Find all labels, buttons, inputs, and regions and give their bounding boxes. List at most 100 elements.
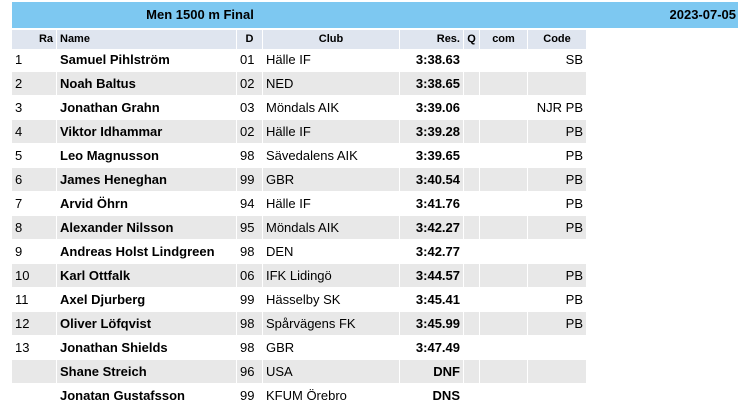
- athlete-name: Andreas Holst Lindgreen: [57, 240, 237, 264]
- comment: [480, 312, 528, 336]
- comment: [480, 264, 528, 288]
- code: [528, 336, 587, 360]
- athlete-name: Jonathan Grahn: [57, 96, 237, 120]
- result: 3:39.28: [400, 120, 464, 144]
- column-header: Res.: [400, 30, 464, 50]
- qualification: [464, 48, 480, 72]
- comment: [480, 240, 528, 264]
- birth-year: 94: [237, 192, 263, 216]
- athlete-name: Jonathan Shields: [57, 336, 237, 360]
- result: 3:44.57: [400, 264, 464, 288]
- rank: [12, 360, 57, 384]
- comment: [480, 192, 528, 216]
- code: SB: [528, 48, 587, 72]
- comment: [480, 216, 528, 240]
- birth-year: 02: [237, 72, 263, 96]
- result: 3:39.06: [400, 96, 464, 120]
- club: KFUM Örebro: [263, 384, 400, 408]
- athlete-name: James Heneghan: [57, 168, 237, 192]
- comment: [480, 120, 528, 144]
- comment: [480, 384, 528, 408]
- result: DNF: [400, 360, 464, 384]
- code: [528, 384, 587, 408]
- qualification: [464, 168, 480, 192]
- comment: [480, 360, 528, 384]
- comment: [480, 144, 528, 168]
- result: 3:38.63: [400, 48, 464, 72]
- birth-year: 98: [237, 240, 263, 264]
- column-header: Ra: [12, 30, 57, 50]
- athlete-name: Jonatan Gustafsson: [57, 384, 237, 408]
- qualification: [464, 288, 480, 312]
- qualification: [464, 216, 480, 240]
- result: 3:45.99: [400, 312, 464, 336]
- result: 3:41.76: [400, 192, 464, 216]
- athlete-name: Karl Ottfalk: [57, 264, 237, 288]
- code: [528, 240, 587, 264]
- comment: [480, 168, 528, 192]
- result: 3:47.49: [400, 336, 464, 360]
- code: PB: [528, 192, 587, 216]
- code: PB: [528, 144, 587, 168]
- code: PB: [528, 312, 587, 336]
- column-header: Q: [464, 30, 480, 50]
- result: 3:42.27: [400, 216, 464, 240]
- rank: 3: [12, 96, 57, 120]
- club: USA: [263, 360, 400, 384]
- rank: 8: [12, 216, 57, 240]
- athlete-name: Arvid Öhrn: [57, 192, 237, 216]
- birth-year: 99: [237, 168, 263, 192]
- comment: [480, 288, 528, 312]
- column-header: Code: [528, 30, 587, 50]
- athlete-name: Noah Baltus: [57, 72, 237, 96]
- result: 3:45.41: [400, 288, 464, 312]
- comment: [480, 96, 528, 120]
- rank: 5: [12, 144, 57, 168]
- code: PB: [528, 264, 587, 288]
- club: DEN: [263, 240, 400, 264]
- birth-year: 06: [237, 264, 263, 288]
- qualification: [464, 360, 480, 384]
- athlete-name: Samuel Pihlström: [57, 48, 237, 72]
- birth-year: 98: [237, 336, 263, 360]
- rank: [12, 384, 57, 408]
- rank: 2: [12, 72, 57, 96]
- rank: 4: [12, 120, 57, 144]
- athlete-name: Axel Djurberg: [57, 288, 237, 312]
- qualification: [464, 192, 480, 216]
- column-header: com: [480, 30, 528, 50]
- rank: 1: [12, 48, 57, 72]
- birth-year: 96: [237, 360, 263, 384]
- comment: [480, 336, 528, 360]
- athlete-name: Oliver Löfqvist: [57, 312, 237, 336]
- qualification: [464, 264, 480, 288]
- column-header: Name: [57, 30, 237, 50]
- result: 3:39.65: [400, 144, 464, 168]
- club: Möndals AIK: [263, 96, 400, 120]
- rank: 9: [12, 240, 57, 264]
- club: Hälle IF: [263, 192, 400, 216]
- rank: 12: [12, 312, 57, 336]
- club: Hälle IF: [263, 120, 400, 144]
- result: DNS: [400, 384, 464, 408]
- code: PB: [528, 216, 587, 240]
- rank: 6: [12, 168, 57, 192]
- code: [528, 72, 587, 96]
- club: Hässelby SK: [263, 288, 400, 312]
- result: 3:42.77: [400, 240, 464, 264]
- rank: 11: [12, 288, 57, 312]
- code: [528, 360, 587, 384]
- qualification: [464, 96, 480, 120]
- birth-year: 99: [237, 384, 263, 408]
- club: GBR: [263, 168, 400, 192]
- qualification: [464, 120, 480, 144]
- code: PB: [528, 168, 587, 192]
- rank: 7: [12, 192, 57, 216]
- club: Möndals AIK: [263, 216, 400, 240]
- club: Hälle IF: [263, 48, 400, 72]
- athlete-name: Viktor Idhammar: [57, 120, 237, 144]
- column-header: Club: [263, 30, 400, 50]
- club: GBR: [263, 336, 400, 360]
- rank: 13: [12, 336, 57, 360]
